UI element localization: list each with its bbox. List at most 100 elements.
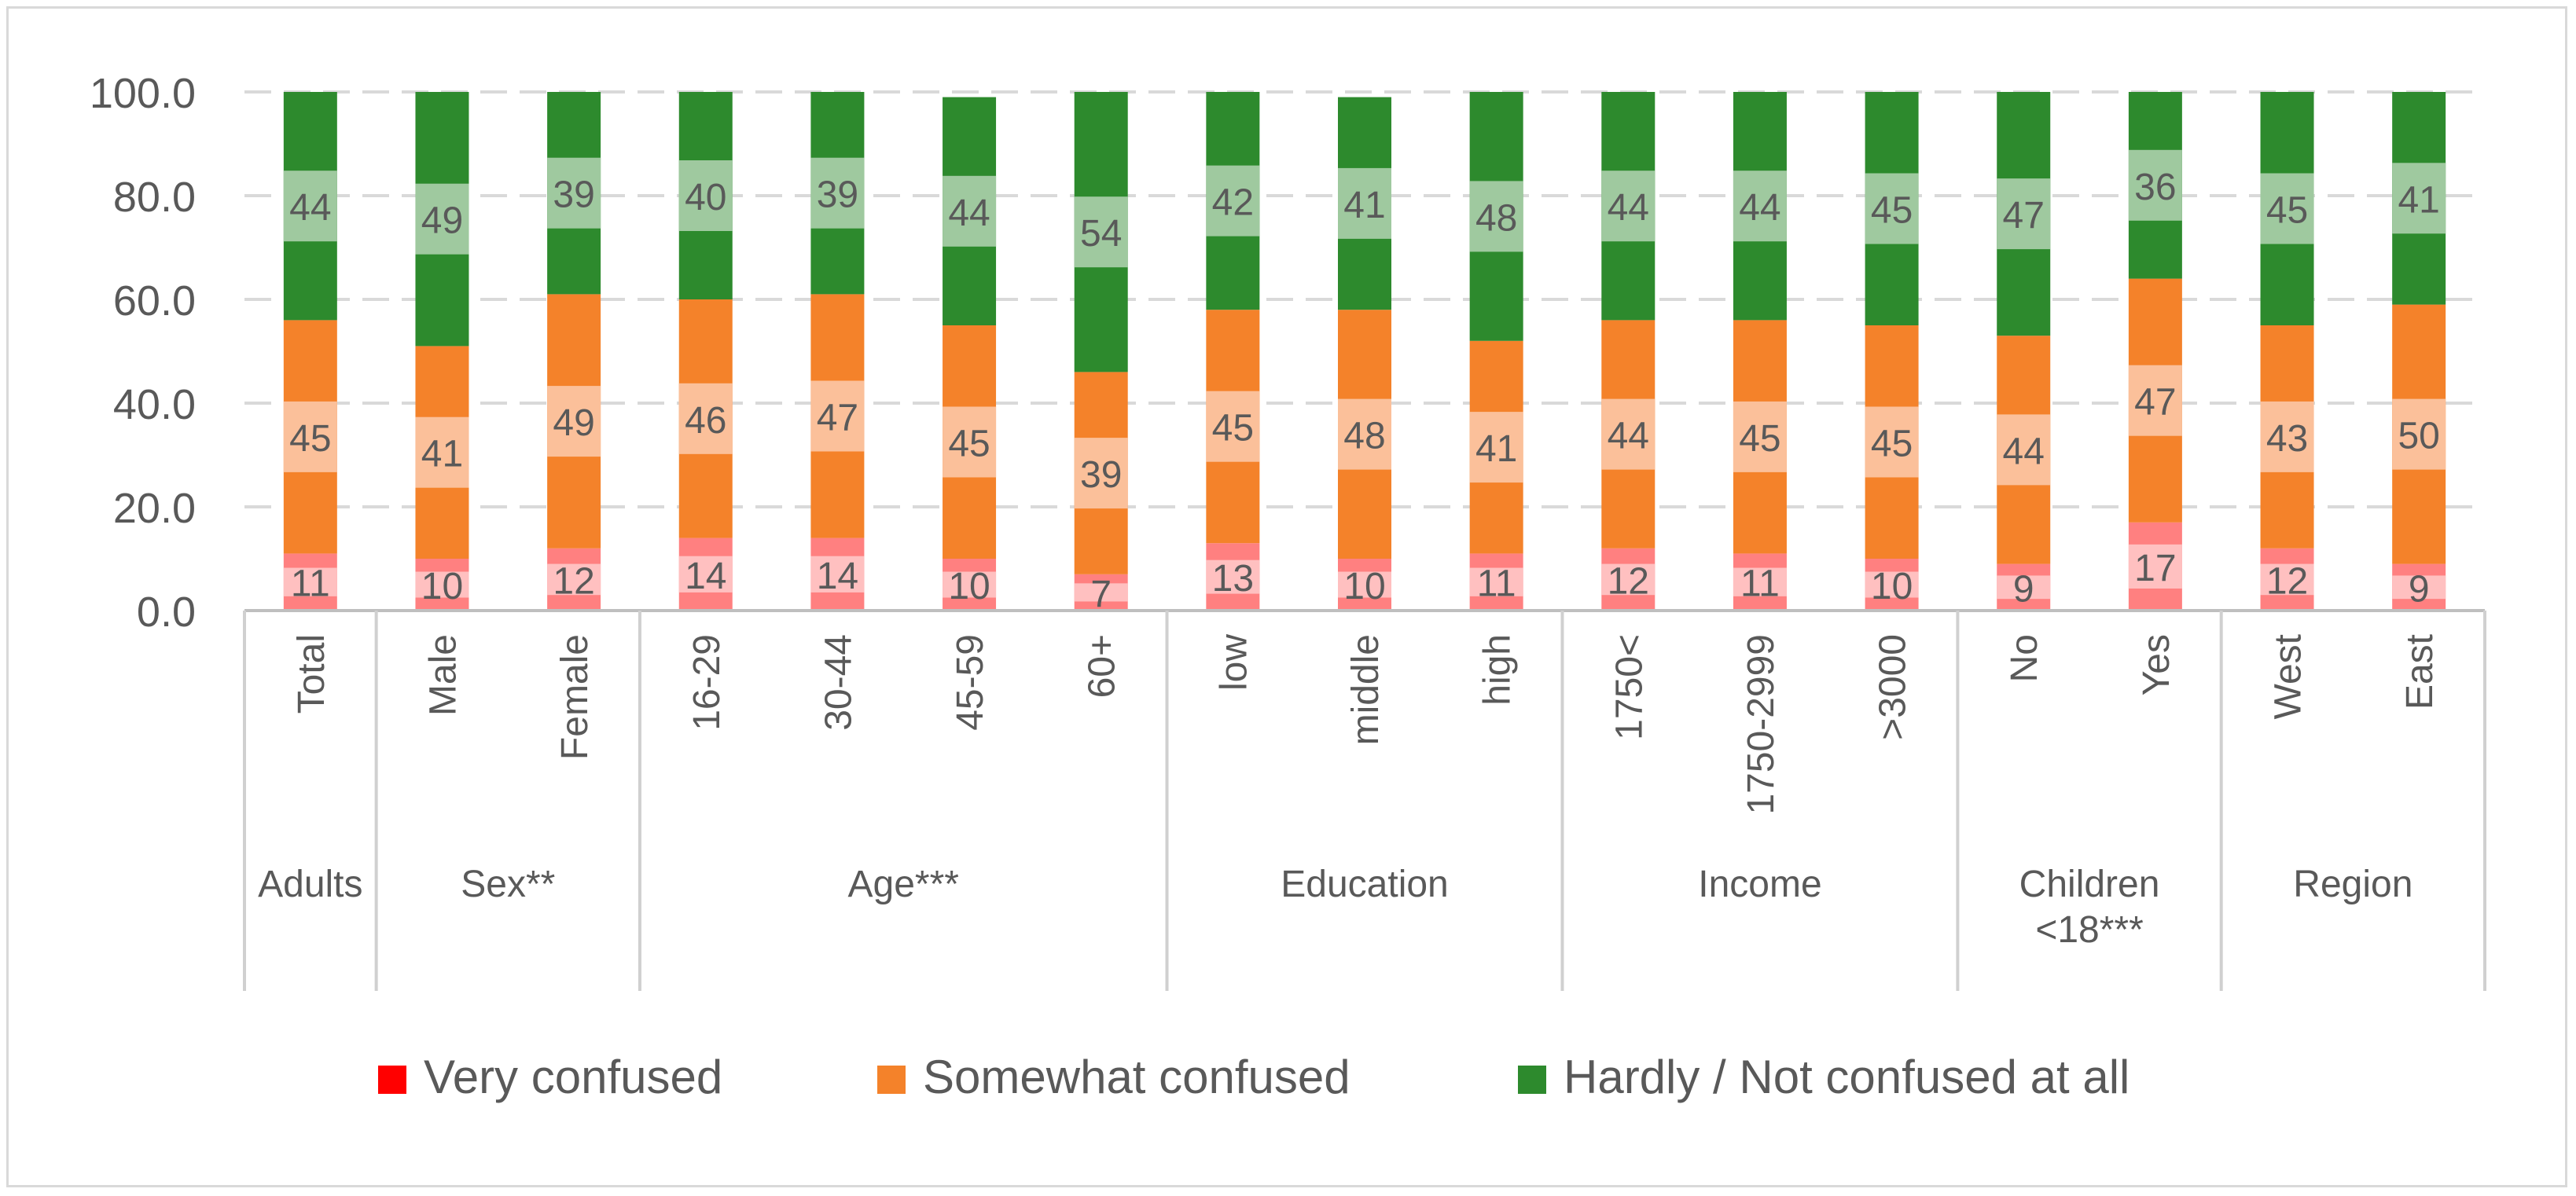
data-label: 45	[1212, 408, 1254, 449]
group-label: Income	[1698, 864, 1821, 905]
bar-segment-band	[1206, 391, 1260, 462]
bar-segment-band	[1074, 438, 1128, 509]
bar-segment-band	[810, 157, 865, 229]
bar-segment-band	[943, 571, 997, 598]
bar-segment-band	[1601, 398, 1655, 470]
data-label: 47	[2003, 195, 2045, 237]
data-label: 41	[421, 434, 463, 475]
bar-segment-band	[1469, 412, 1523, 483]
bar-stack: 10 41 49	[415, 92, 469, 611]
y-tick-label: 40.0	[113, 381, 196, 428]
category-label: 16-29	[686, 634, 728, 731]
bar-stack: 12 49 39	[547, 92, 601, 611]
bar-stack: 10 45 44	[943, 97, 997, 611]
bar-segment-band	[1338, 398, 1391, 470]
chart-frame: 0.0 20.0 40.0 60.0 80.0 100.0 11 45 44 10 41 49 12 4…	[6, 6, 2567, 1187]
data-label: 44	[2003, 431, 2045, 472]
data-label: 41	[1343, 185, 1385, 226]
bar-segment-band	[1997, 178, 2051, 250]
legend-label: Very confused	[424, 1051, 722, 1103]
y-tick-label: 20.0	[113, 485, 196, 532]
y-tick-label: 80.0	[113, 174, 196, 221]
data-label: 50	[2398, 416, 2439, 457]
bar-segment-band	[1469, 181, 1523, 252]
group-label: <18***	[2035, 909, 2143, 951]
category-label: 60+	[1082, 634, 1123, 698]
data-label: 46	[685, 400, 726, 442]
bar-segment-band	[283, 401, 337, 472]
bar-segment-band	[283, 567, 337, 596]
data-label: 10	[948, 566, 990, 607]
bar-stack: 11 45 44	[283, 92, 337, 611]
data-label: 54	[1080, 213, 1122, 255]
bar-segment-band	[2128, 149, 2182, 221]
bar-segment-band	[415, 571, 469, 598]
category-label: 30-44	[818, 634, 859, 731]
data-label: 11	[1740, 563, 1780, 605]
bar-segment-band	[2128, 544, 2182, 589]
group-label: Age***	[848, 864, 959, 905]
group-label: Adults	[258, 864, 362, 905]
y-tick-label: 0.0	[137, 589, 196, 636]
data-label: 36	[2134, 167, 2176, 208]
group-label: Sex**	[461, 864, 555, 905]
category-label: Female	[554, 634, 596, 760]
category-label: 1750-2999	[1740, 634, 1782, 815]
bar-segment-band	[2128, 365, 2182, 436]
bar-segment-band	[1997, 575, 2051, 600]
bar-stack: 12 43 45	[2260, 92, 2314, 611]
stacked-bar-chart: 0.0 20.0 40.0 60.0 80.0 100.0 11 45 44 10 41 49 12 4…	[90, 70, 2486, 1103]
data-label: 9	[2013, 568, 2034, 610]
y-tick-label: 60.0	[113, 277, 196, 325]
data-label: 14	[817, 556, 858, 597]
data-label: 10	[1343, 566, 1385, 607]
bar-segment-band	[1338, 571, 1391, 598]
category-label: 1750<	[1608, 634, 1650, 740]
legend-label: Hardly / Not confused at all	[1564, 1051, 2130, 1103]
bar-segment-band	[415, 416, 469, 488]
data-label: 39	[553, 174, 594, 216]
data-label: 49	[553, 402, 594, 444]
data-label: 12	[1608, 560, 1649, 602]
data-label: 44	[1608, 416, 1649, 457]
data-label: 47	[817, 398, 858, 439]
bar-segment-band	[415, 183, 469, 255]
data-label: 45	[2266, 190, 2308, 232]
bar-segment-band	[810, 556, 865, 592]
category-label: East	[2399, 634, 2441, 710]
category-label: middle	[1345, 634, 1387, 745]
bar-segment-band	[2260, 173, 2314, 244]
data-label: 10	[1871, 566, 1913, 607]
data-label: 48	[1343, 416, 1385, 457]
data-label: 9	[2409, 568, 2430, 610]
bar-segment-band	[678, 160, 733, 231]
bar-segment-band	[2392, 575, 2446, 600]
bar-segment-band	[1469, 567, 1523, 596]
bar-stack: 17 47 36	[2128, 92, 2182, 611]
bar-segment-band	[547, 386, 601, 457]
y-tick-label: 100.0	[90, 70, 196, 117]
data-label: 49	[421, 200, 463, 242]
bar-stack: 14 46 40	[678, 92, 733, 611]
data-label: 44	[289, 187, 331, 229]
bar-segment-band	[2260, 401, 2314, 472]
category-label: high	[1477, 634, 1519, 706]
category-label: Total	[291, 634, 333, 714]
category-label: West	[2268, 634, 2310, 719]
category-label: No	[2004, 634, 2045, 682]
bar-segment-band	[1601, 563, 1655, 596]
bar-segment-band	[943, 175, 997, 247]
bar-segment-band	[1865, 173, 1919, 244]
category-label: >3000	[1872, 634, 1914, 740]
bar-segment-band	[1733, 567, 1787, 596]
bar-segment-band	[1865, 406, 1919, 478]
category-axis: Total Adults Male Female Sex** 16-29 30-44 45-5…	[243, 609, 2486, 991]
bar-stack: 10 45 45	[1865, 92, 1919, 611]
data-label: 39	[817, 174, 858, 216]
data-label: 7	[1090, 574, 1112, 615]
bar-segment-band	[1338, 167, 1391, 239]
category-label: Yes	[2136, 634, 2177, 695]
bar-stack: 12 44 44	[1601, 92, 1655, 611]
bar-segment-band	[1997, 414, 2051, 486]
data-label: 45	[948, 424, 990, 465]
